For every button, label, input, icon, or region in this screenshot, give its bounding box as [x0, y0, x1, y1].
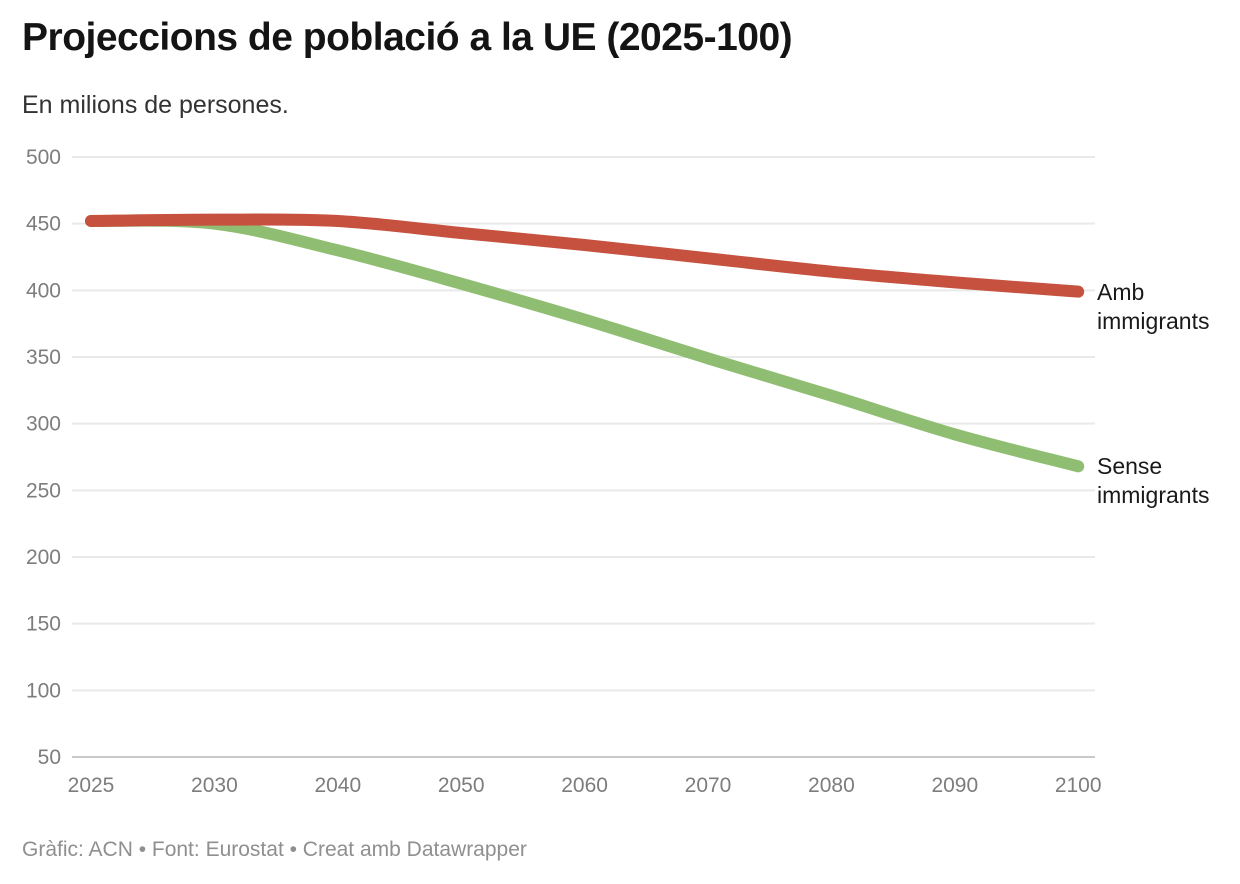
y-tick-label-350: 350 — [26, 346, 61, 369]
chart-title: Projeccions de població a la UE (2025-10… — [22, 16, 793, 59]
y-tick-label-450: 450 — [26, 213, 61, 236]
chart-subtitle: En milions de persones. — [22, 91, 289, 119]
series-label-sense-immigrants: Sense immigrants — [1097, 453, 1210, 508]
x-tick-label-2025: 2025 — [68, 774, 115, 797]
x-tick-label-2040: 2040 — [314, 774, 361, 797]
x-tick-label-2030: 2030 — [191, 774, 238, 797]
y-tick-label-500: 500 — [26, 146, 61, 169]
x-tick-label-2060: 2060 — [561, 774, 608, 797]
y-tick-label-400: 400 — [26, 279, 61, 302]
x-tick-label-2100: 2100 — [1055, 774, 1102, 797]
series-line-amb-immigrants[interactable] — [85, 213, 1085, 298]
x-tick-label-2070: 2070 — [685, 774, 732, 797]
y-tick-label-50: 50 — [38, 746, 61, 769]
x-tick-label-2050: 2050 — [438, 774, 485, 797]
x-tick-label-2080: 2080 — [808, 774, 855, 797]
y-tick-label-150: 150 — [26, 613, 61, 636]
y-tick-label-250: 250 — [26, 479, 61, 502]
series-line-sense-immigrants[interactable] — [85, 214, 1085, 473]
x-tick-label-2090: 2090 — [931, 774, 978, 797]
attribution-footer: Gràfic: ACN • Font: Eurostat • Creat amb… — [22, 838, 527, 861]
series-label-amb-immigrants: Amb immigrants — [1097, 279, 1210, 334]
y-tick-label-300: 300 — [26, 413, 61, 436]
y-tick-label-100: 100 — [26, 679, 61, 702]
y-tick-label-200: 200 — [26, 546, 61, 569]
